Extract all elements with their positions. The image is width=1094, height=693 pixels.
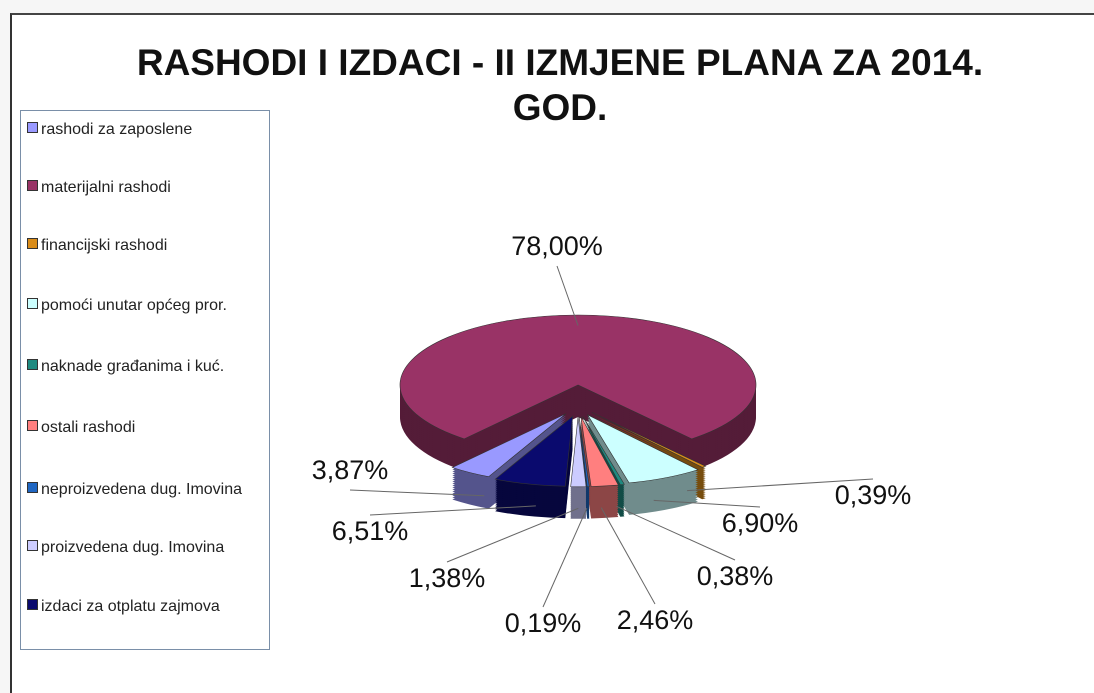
leader-line (687, 478, 874, 492)
legend-swatch (27, 238, 38, 249)
slice (451, 413, 567, 477)
slice-side (591, 416, 706, 472)
legend-label: proizvedena dug. Imovina (41, 539, 225, 556)
slice (586, 414, 699, 484)
legend-swatch (27, 180, 38, 191)
legend-label: neproizvedena dug. Imovina (41, 481, 243, 498)
leader-line (556, 265, 579, 326)
legend-item: rashodi za zaposlene (27, 119, 267, 140)
legend-label: ostali rashodi (41, 419, 136, 436)
leader-line (369, 505, 536, 516)
data-label: 1,38% (409, 563, 486, 593)
slice (570, 416, 587, 488)
legend-item: naknade građanima i kuć. (27, 356, 267, 377)
legend-label: rashodi za zaposlene (41, 121, 193, 138)
leader-line (616, 505, 736, 561)
leader-line (542, 507, 588, 608)
legend-item: financijski rashodi (27, 235, 267, 256)
legend-label: izdaci za otplatu zajmova (41, 598, 220, 615)
legend-item: pomoći unutar općeg pror. (27, 295, 267, 316)
legend-swatch (27, 298, 38, 309)
chart-title: RASHODI I IZDACI - II IZMJENE PLANA ZA 2… (136, 42, 984, 128)
leader-line (653, 499, 761, 508)
legend-swatch (27, 482, 38, 493)
legend-swatch (27, 540, 38, 551)
legend-item: proizvedena dug. Imovina (27, 537, 267, 558)
data-label: 78,00% (511, 231, 603, 261)
data-label: 0,39% (835, 480, 912, 510)
data-label: 0,38% (697, 561, 774, 591)
slice (399, 314, 757, 440)
leader-line (600, 507, 656, 605)
slice (591, 412, 707, 468)
data-label: 2,46% (617, 605, 694, 635)
slice (578, 416, 590, 488)
slice (494, 415, 574, 487)
legend-swatch (27, 420, 38, 431)
data-label: 6,51% (332, 516, 409, 546)
slice (580, 416, 619, 487)
legend-label: financijski rashodi (41, 237, 168, 254)
leader-line (446, 507, 579, 563)
data-label: 6,90% (722, 508, 799, 538)
legend: rashodi za zaposlene materijalni rashodi f… (20, 110, 270, 650)
leader-line (349, 489, 485, 497)
legend-swatch (27, 599, 38, 610)
slice-side (591, 414, 706, 470)
legend-label: pomoći unutar općeg pror. (41, 297, 227, 314)
legend-item: ostali rashodi (27, 417, 267, 438)
data-label: 3,87% (312, 455, 389, 485)
slice (582, 416, 625, 486)
legend-label: materijalni rashodi (41, 179, 171, 196)
legend-item: materijalni rashodi (27, 177, 267, 198)
legend-item: izdaci za otplatu zajmova (27, 596, 267, 617)
data-label: 0,19% (505, 608, 582, 638)
legend-swatch (27, 359, 38, 370)
legend-item: neproizvedena dug. Imovina (27, 479, 267, 500)
legend-swatch (27, 122, 38, 133)
legend-label: naknade građanima i kuć. (41, 358, 225, 375)
